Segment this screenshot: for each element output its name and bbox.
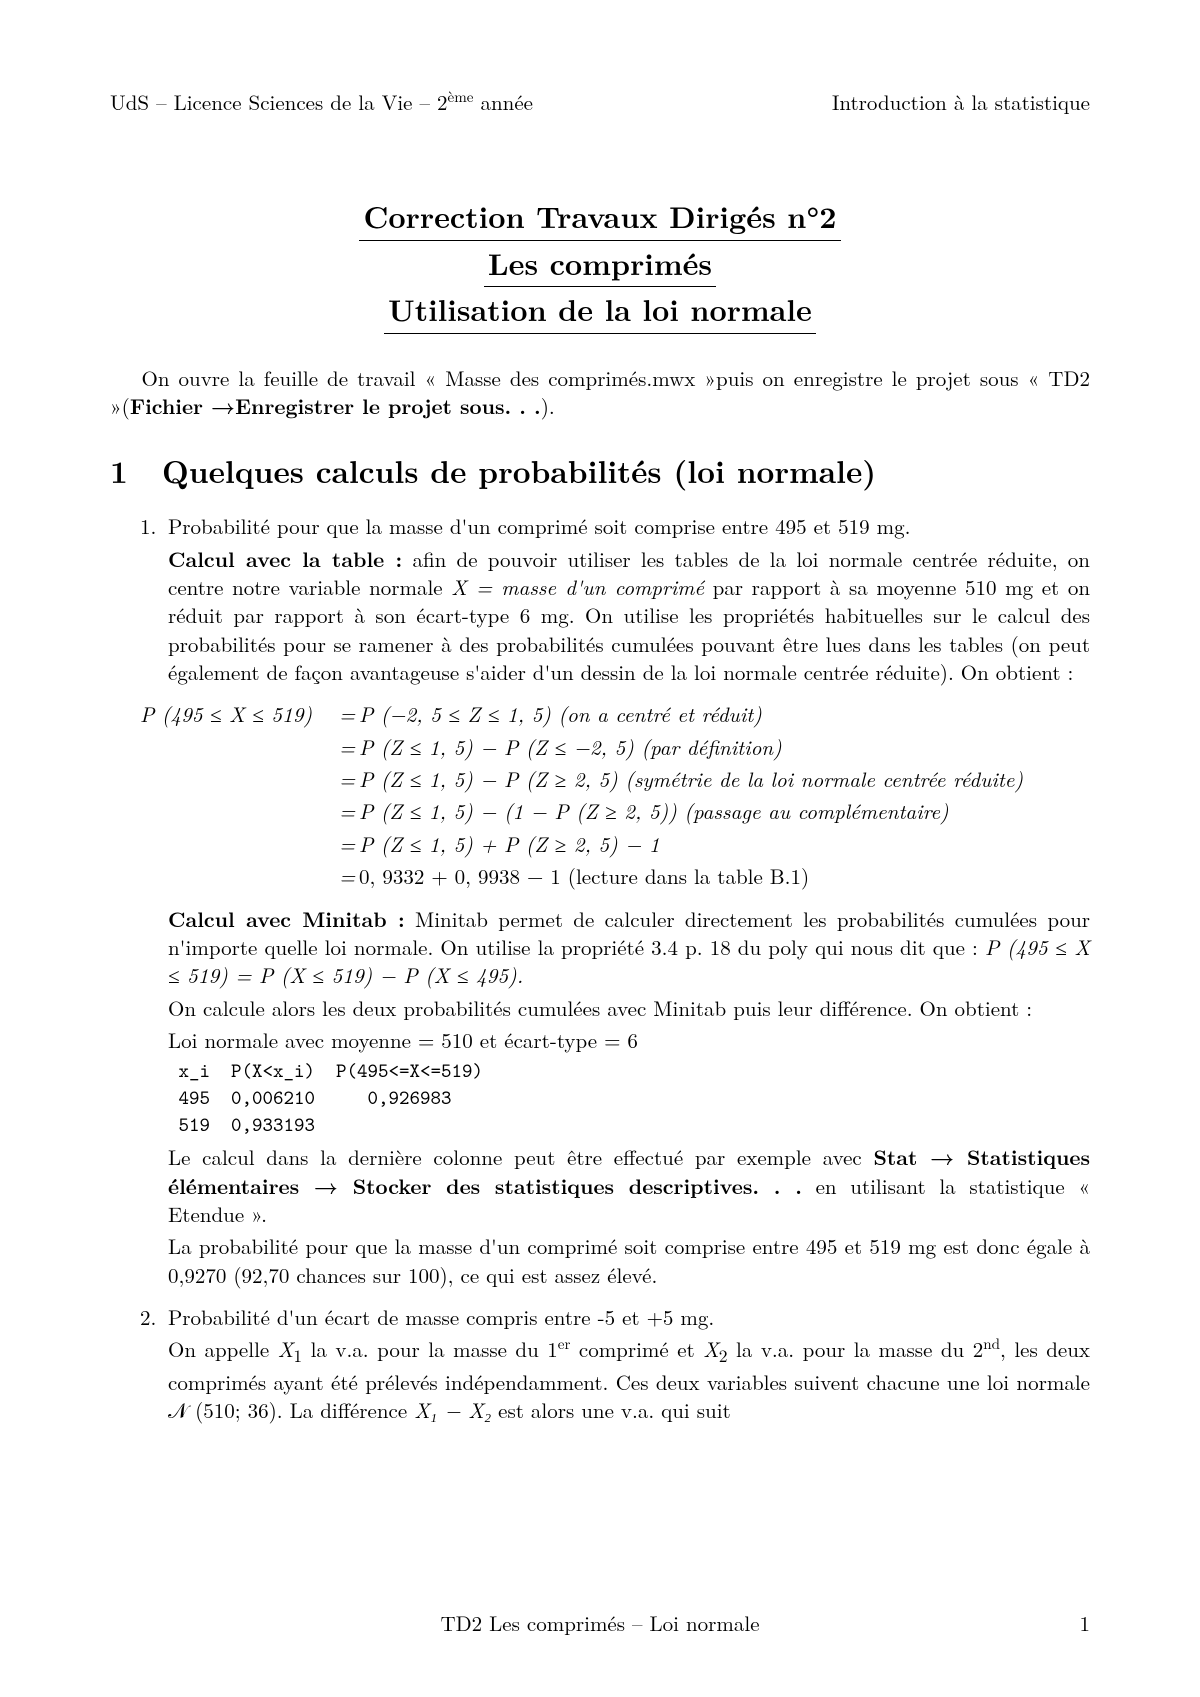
item2-lead: Probabilité d'un écart de masse compris … bbox=[168, 1303, 1090, 1331]
math-eq: = bbox=[335, 765, 359, 793]
sup-er: er bbox=[558, 1333, 571, 1354]
math-eq: = bbox=[335, 733, 359, 761]
intro-paragraph: On ouvre la feuille de travail « Masse d… bbox=[110, 364, 1090, 421]
t: comprimé et bbox=[570, 1334, 703, 1364]
math-row: P (495 ≤ X ≤ 519) = P (−2, 5 ≤ Z ≤ 1, 5)… bbox=[140, 700, 1090, 728]
running-header: UdS – Licence Sciences de la Vie – 2ème … bbox=[110, 88, 1090, 116]
sub1: 1 bbox=[293, 1343, 302, 1368]
page: UdS – Licence Sciences de la Vie – 2ème … bbox=[0, 0, 1200, 1697]
title-line-1: Correction Travaux Dirigés n°2 bbox=[359, 194, 840, 241]
section-number: 1 bbox=[110, 451, 162, 493]
item1-calc-minitab: Calcul avec Minitab : Minitab permet de … bbox=[168, 905, 1090, 990]
calc-table-var: X = masse d'un comprimé bbox=[451, 572, 704, 602]
calc-minitab-label: Calcul avec Minitab : bbox=[168, 904, 405, 934]
math-rhs: P (−2, 5 ≤ Z ≤ 1, 5) (on a centré et réd… bbox=[359, 700, 762, 728]
header-right: Introduction à la statistique bbox=[832, 88, 1090, 116]
calc-table-label: Calcul avec la table : bbox=[168, 544, 402, 574]
math-row: = P (Z ≤ 1, 5) − P (Z ≥ 2, 5) (symétrie … bbox=[140, 765, 1090, 793]
sup-nd: nd bbox=[983, 1333, 1000, 1354]
diff: X₁ − X₂ bbox=[414, 1395, 491, 1425]
item2-body: On appelle X1 la v.a. pour la masse du 1… bbox=[168, 1335, 1090, 1425]
calc-minitab-text2: On calcule alors les deux probabilités c… bbox=[168, 994, 1090, 1022]
title-line-3: Utilisation de la loi normale bbox=[384, 287, 816, 334]
math-lhs: P (495 ≤ X ≤ 519) bbox=[140, 700, 335, 728]
math-rhs: P (Z ≤ 1, 5) − P (Z ≥ 2, 5) (symétrie de… bbox=[359, 765, 1023, 793]
math-row: = P (Z ≤ 1, 5) − P (Z ≤ −2, 5) (par défi… bbox=[140, 733, 1090, 761]
t: la v.a. pour la masse du 2 bbox=[728, 1334, 984, 1364]
section-heading: 1Quelques calculs de probabilités (loi n… bbox=[110, 451, 1090, 493]
post1a: Le calcul dans la dernière colonne peut … bbox=[168, 1142, 873, 1172]
var-x1: X bbox=[278, 1334, 294, 1364]
item1-post2: La probabilité pour que la masse d'un co… bbox=[168, 1232, 1090, 1289]
math-rhs: P (Z ≤ 1, 5) − (1 − P (Z ≥ 2, 5)) (passa… bbox=[359, 797, 949, 825]
intro-bold: Fichier →Enregistrer le projet sous. . . bbox=[130, 391, 541, 421]
math-eq: = bbox=[335, 862, 359, 890]
math-eq: = bbox=[335, 797, 359, 825]
running-footer: TD2 Les comprimés – Loi normale 1 bbox=[110, 1609, 1090, 1637]
math-row: = 0, 9332 + 0, 9938 − 1 (lecture dans la… bbox=[140, 862, 1090, 890]
var-x2: X bbox=[703, 1334, 719, 1364]
intro-text-2: ). bbox=[541, 391, 555, 421]
header-left-suffix: année bbox=[474, 87, 534, 117]
t: On appelle bbox=[168, 1334, 278, 1364]
t: . La différence bbox=[277, 1395, 414, 1425]
item1-post1: Le calcul dans la dernière colonne peut … bbox=[168, 1143, 1090, 1228]
math-rhs: 0, 9332 + 0, 9938 − 1 (lecture dans la t… bbox=[359, 862, 809, 890]
list-item: 1. Probabilité pour que la masse d'un co… bbox=[140, 512, 1090, 1289]
math-eq: = bbox=[335, 700, 359, 728]
header-left-prefix: UdS – Licence Sciences de la Vie – 2 bbox=[110, 87, 448, 117]
title-line-2: Les comprimés bbox=[484, 241, 716, 288]
loi-line: Loi normale avec moyenne = 510 et écart-… bbox=[168, 1026, 1090, 1054]
footer-center: TD2 Les comprimés – Loi normale bbox=[440, 1609, 759, 1637]
list-item: 2. Probabilité d'un écart de masse compr… bbox=[140, 1303, 1090, 1425]
header-left: UdS – Licence Sciences de la Vie – 2ème … bbox=[110, 88, 533, 116]
title-block: Correction Travaux Dirigés n°2 Les compr… bbox=[110, 194, 1090, 334]
minitab-output: x_i P(X<x_i) P(495<=X<=519) 495 0,006210… bbox=[168, 1058, 1090, 1139]
item1-calc-table: Calcul avec la table : afin de pouvoir u… bbox=[168, 545, 1090, 687]
math-row: = P (Z ≤ 1, 5) + P (Z ≥ 2, 5) − 1 bbox=[140, 830, 1090, 858]
t: est alors une v.a. qui suit bbox=[491, 1395, 731, 1425]
item1-lead: Probabilité pour que la masse d'un compr… bbox=[168, 512, 1090, 540]
footer-page-number: 1 bbox=[1080, 1609, 1091, 1637]
normal-law: 𝒩 (510; 36) bbox=[168, 1395, 277, 1425]
header-left-sup: ème bbox=[448, 86, 474, 107]
enumerated-list: 1. Probabilité pour que la masse d'un co… bbox=[140, 512, 1090, 1424]
item-number: 2. bbox=[140, 1303, 156, 1331]
item-number: 1. bbox=[140, 512, 156, 540]
math-eq: = bbox=[335, 830, 359, 858]
sub2: 2 bbox=[719, 1343, 728, 1368]
math-display: P (495 ≤ X ≤ 519) = P (−2, 5 ≤ Z ≤ 1, 5)… bbox=[140, 700, 1090, 890]
math-rhs: P (Z ≤ 1, 5) + P (Z ≥ 2, 5) − 1 bbox=[359, 830, 660, 858]
section-title: Quelques calculs de probabilités (loi no… bbox=[162, 449, 876, 493]
math-row: = P (Z ≤ 1, 5) − (1 − P (Z ≥ 2, 5)) (pas… bbox=[140, 797, 1090, 825]
math-rhs: P (Z ≤ 1, 5) − P (Z ≤ −2, 5) (par défini… bbox=[359, 733, 782, 761]
t: la v.a. pour la masse du 1 bbox=[302, 1334, 558, 1364]
